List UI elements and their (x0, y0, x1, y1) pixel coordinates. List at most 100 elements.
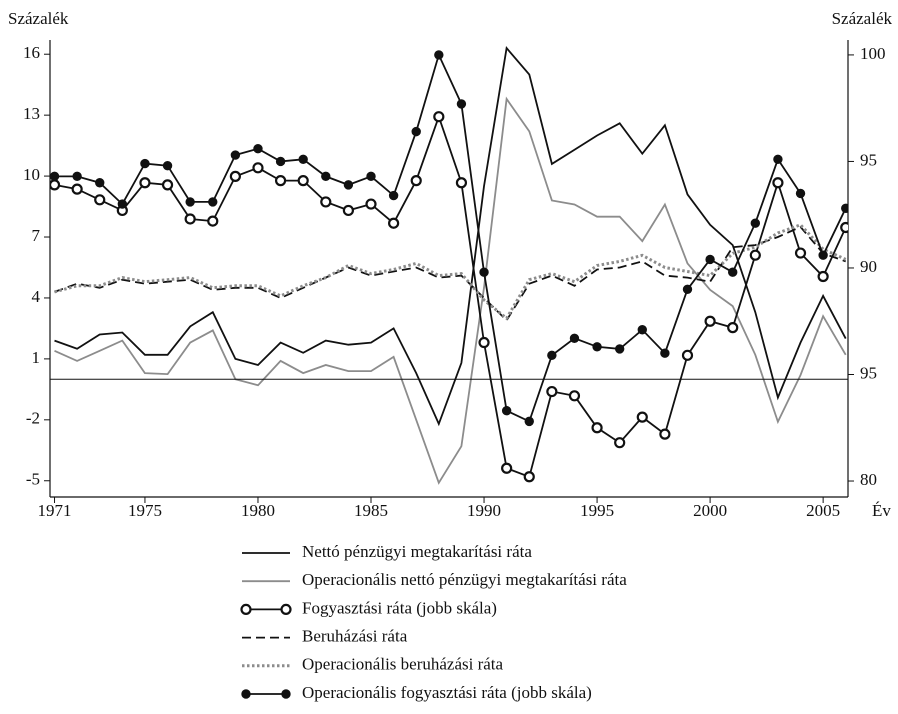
y-tick-label: -2 (26, 409, 40, 428)
y2-axis-label: Százalék (832, 9, 893, 28)
point (501, 462, 513, 474)
legend-marker (281, 689, 291, 699)
point (320, 196, 332, 208)
point (253, 143, 263, 154)
point (795, 188, 806, 199)
point (297, 175, 309, 187)
point (614, 344, 625, 354)
point (636, 411, 648, 423)
legend-label: Fogyasztási ráta (jobb skála) (302, 598, 497, 617)
point (252, 162, 264, 174)
series-line (54, 113, 847, 478)
point (140, 158, 150, 169)
point (95, 178, 105, 188)
series-line (54, 96, 847, 485)
series-line (54, 46, 847, 427)
legend-marker (241, 689, 251, 699)
point (366, 171, 376, 182)
point (207, 215, 219, 227)
x-tick-label: 1990 (467, 501, 501, 520)
series-line (54, 225, 847, 322)
y-tick-label: -5 (26, 470, 40, 489)
point (818, 250, 828, 260)
point (411, 126, 421, 137)
point (230, 150, 241, 160)
point (773, 154, 783, 165)
y-tick-label: 10 (23, 165, 40, 184)
y2-tick-label: 95 (860, 363, 877, 382)
x-tick-label: 1980 (241, 501, 275, 520)
series-line (54, 223, 847, 321)
point (274, 175, 287, 187)
point (728, 267, 738, 277)
point (342, 204, 355, 217)
point (681, 349, 694, 361)
point (749, 249, 761, 261)
point (185, 197, 195, 207)
y-tick-label: 16 (23, 43, 40, 62)
x-tick-label: 2005 (806, 501, 840, 520)
x-tick-label: 2000 (693, 501, 727, 520)
x-tick-label: 1975 (128, 501, 162, 520)
point (479, 267, 489, 277)
point (614, 437, 626, 449)
point (704, 315, 716, 327)
legend-label: Operacionális beruházási ráta (302, 655, 504, 674)
y2-tick-label: 95 (860, 150, 877, 169)
point (501, 406, 512, 416)
x-tick-label: 1985 (354, 501, 388, 520)
point (523, 471, 535, 483)
y-tick-label: 4 (32, 287, 41, 306)
y2-tick-label: 100 (860, 44, 886, 63)
x-tick-label: 1995 (580, 501, 614, 520)
point (434, 50, 444, 60)
point (298, 154, 308, 165)
y2-tick-label: 90 (860, 257, 877, 276)
point (388, 217, 400, 229)
y-axis-label: Százalék (8, 9, 69, 28)
point (660, 348, 670, 358)
point (478, 336, 490, 349)
point (229, 170, 241, 182)
point (569, 333, 580, 343)
point (546, 385, 558, 398)
point (456, 99, 467, 109)
legend-label: Nettó pénzügyi megtakarítási ráta (302, 542, 532, 561)
point (547, 350, 557, 361)
point (840, 221, 848, 234)
point (591, 422, 603, 434)
point (727, 322, 739, 334)
point (139, 177, 151, 189)
point (592, 342, 602, 352)
point (682, 284, 693, 294)
point (184, 213, 196, 225)
legend-marker (280, 603, 292, 616)
x-axis-label: Év (872, 501, 891, 520)
point (50, 179, 61, 191)
point (321, 171, 331, 182)
point (50, 171, 60, 182)
legend-marker (240, 603, 252, 616)
point (275, 156, 286, 167)
point (162, 161, 173, 171)
point (388, 190, 399, 201)
point (750, 218, 761, 228)
point (659, 428, 671, 440)
y-tick-label: 13 (23, 104, 40, 123)
y-tick-label: 7 (32, 226, 41, 245)
point (455, 177, 468, 189)
point (794, 247, 807, 259)
point (410, 175, 422, 187)
legend-label: Operacionális nettó pénzügyi megtakarítá… (302, 570, 627, 589)
point (433, 111, 445, 123)
legend-label: Operacionális fogyasztási ráta (jobb ská… (302, 683, 592, 702)
point (705, 254, 715, 265)
legend-label: Beruházási ráta (302, 627, 408, 646)
point (117, 199, 128, 209)
point (568, 390, 581, 402)
point (208, 197, 218, 207)
point (343, 180, 354, 190)
point (365, 198, 377, 210)
point (772, 177, 784, 189)
